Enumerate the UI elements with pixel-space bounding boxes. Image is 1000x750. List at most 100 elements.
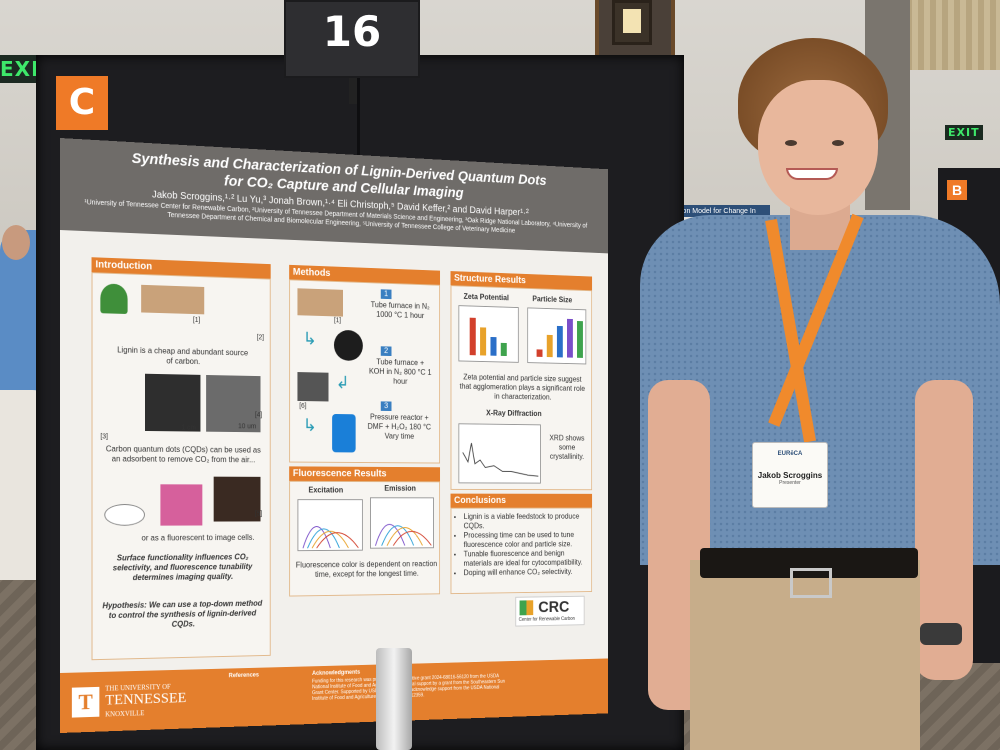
introduction-box: [1] [2] Lignin is a cheap and abundant s… (91, 272, 271, 661)
badge-role: Presenter (779, 480, 801, 486)
particle-bar (577, 321, 583, 358)
structure-box: Zeta Potential Particle Size Zeta potent… (450, 285, 593, 491)
sign-pole (349, 76, 357, 104)
intro-text-lignin: Lignin is a cheap and abundant source of… (117, 345, 249, 367)
conclusion-item: Processing time can be used to tune fluo… (464, 531, 588, 550)
exit-sign-right: EXIT (945, 125, 983, 140)
scale-bar-1cm: 1 cm (181, 424, 196, 432)
zeta-bar (500, 342, 507, 357)
tree-icon (100, 283, 128, 315)
intro-text-hypothesis: Hypothesis: We can use a top-down method… (102, 598, 263, 629)
ut-t-mark: T (71, 686, 100, 718)
conclusion-item: Tunable fluorescence and benign material… (464, 549, 588, 569)
methods-ref-1: [1] (333, 317, 342, 325)
fluorescence-box: Excitation Emission Fluorescence col (289, 480, 441, 597)
zeta-bar (490, 336, 497, 356)
step2-number: 2 (380, 346, 392, 357)
name-badge: EURēCA Jakob Scroggins Presenter (752, 442, 828, 508)
cell-fluorescence-photo (213, 476, 261, 522)
conclusions-box: Lignin is a viable feedstock to produce … (450, 507, 593, 595)
conclusion-item: Lignin is a viable feedstock to produce … (464, 512, 588, 531)
activated-carbon-photo (297, 372, 329, 402)
badge-name: Jakob Scroggins (757, 471, 823, 480)
ut-line2: TENNESSEE (105, 690, 187, 709)
zeta-bar (469, 317, 476, 356)
step3-number: 3 (380, 401, 392, 412)
arrow-down-right-icon-2: ↳ (302, 415, 317, 435)
presenter-pants (690, 560, 920, 750)
sawdust-photo (141, 284, 205, 315)
intro-ref-1: [1] (192, 316, 201, 325)
intro-text-cqd: Carbon quantum dots (CQDs) can be used a… (105, 444, 261, 465)
intro-text-fluorescent: or as a fluorescent to image cells. (141, 533, 255, 543)
presenter-smile (786, 168, 838, 180)
introduction-column: Introduction [1] [2] Lignin is a cheap a… (91, 257, 271, 661)
conclusions-list: Lignin is a viable feedstock to produce … (464, 512, 588, 578)
tissue-photo (160, 484, 203, 526)
arrow-return-icon: ↲ (335, 372, 350, 393)
emission-curves (371, 498, 435, 549)
fluorescence-heading: Fluorescence Results (289, 466, 441, 482)
xrd-curve (459, 424, 541, 484)
intro-ref-3: [3] (100, 433, 108, 441)
intro-text-surface: Surface functionality influences CO₂ sel… (112, 552, 253, 583)
step1-number: 1 (380, 289, 392, 300)
conclusion-item: Doping will enhance CO₂ selectivity. (464, 567, 588, 578)
particle-bar (536, 349, 543, 357)
excitation-curves (298, 500, 363, 552)
presenter-eye (832, 140, 844, 146)
structure-column: Structure Results Zeta Potential Particl… (450, 271, 593, 595)
background-board-label: B (947, 180, 967, 200)
zeta-chart (458, 305, 519, 363)
presenter-belt (700, 548, 918, 578)
step1-text: Tube furnace in N₂ 1000 °C 1 hour (370, 300, 430, 321)
ut-line3: KNOXVILLE (105, 709, 145, 719)
intro-ref-2: [2] (256, 334, 265, 342)
booth-number-sign: 16 (284, 0, 420, 78)
board-label: C (56, 76, 108, 130)
crc-logo-text: CRC (538, 597, 570, 616)
crc-logo-mark (519, 600, 534, 616)
wall-lantern (612, 0, 652, 45)
research-poster: Synthesis and Characterization of Lignin… (60, 138, 608, 733)
particle-size-chart (527, 307, 587, 365)
excitation-label: Excitation (308, 485, 344, 495)
zeta-label: Zeta Potential (463, 292, 509, 303)
references-heading: References (228, 672, 259, 680)
arrow-down-right-icon: ↳ (302, 328, 317, 349)
wristwatch (920, 623, 962, 645)
step3-text: Pressure reactor + DMF + H₂O₂ 180 °C Var… (367, 412, 432, 441)
belt-buckle (790, 568, 832, 598)
methods-sawdust-photo (297, 288, 344, 317)
mouse-icon (104, 503, 146, 526)
particle-label: Particle Size (532, 294, 573, 305)
ceiling (900, 0, 1000, 70)
crc-logo-subtext: Center for Renewable Carbon (518, 616, 575, 623)
presenter-face (758, 80, 878, 215)
xrd-text: XRD shows some crystallinity. (549, 433, 585, 461)
methods-ref-6: [6] (299, 402, 307, 410)
intro-ref-4: [4] (254, 411, 263, 419)
methods-box: [1] 1 Tube furnace in N₂ 1000 °C 1 hour … (289, 279, 441, 464)
crc-logo: CRC Center for Renewable Carbon (515, 595, 585, 627)
methods-column: Methods [1] 1 Tube furnace in N₂ 1000 °C… (289, 264, 441, 597)
particle-bar (566, 318, 573, 358)
presenter-eye (785, 140, 797, 146)
step2-text: Tube furnace + KOH in N₂ 800 °C 1 hour (368, 357, 432, 386)
poster-tube (376, 648, 412, 750)
xrd-heading: X-Ray Diffraction (486, 408, 542, 418)
fluorescence-text: Fluorescence color is dependent on react… (295, 559, 438, 579)
zeta-bar (480, 327, 487, 356)
particle-bar (556, 325, 563, 358)
intro-ref-5: [5] (254, 510, 263, 518)
attendee-head (2, 225, 30, 260)
emission-label: Emission (384, 484, 416, 493)
cqd-solution-vial (332, 413, 356, 453)
scale-bar-10um: 10 um (238, 423, 257, 431)
excitation-plot (297, 499, 363, 552)
university-logo: T THE UNIVERSITY OF TENNESSEE KNOXVILLE (71, 680, 217, 724)
structure-text: Zeta potential and particle size suggest… (459, 372, 586, 402)
badge-logo: EURēCA (777, 451, 803, 457)
background-poster-text: ion Model for Change In (681, 208, 756, 215)
emission-plot (370, 497, 435, 549)
